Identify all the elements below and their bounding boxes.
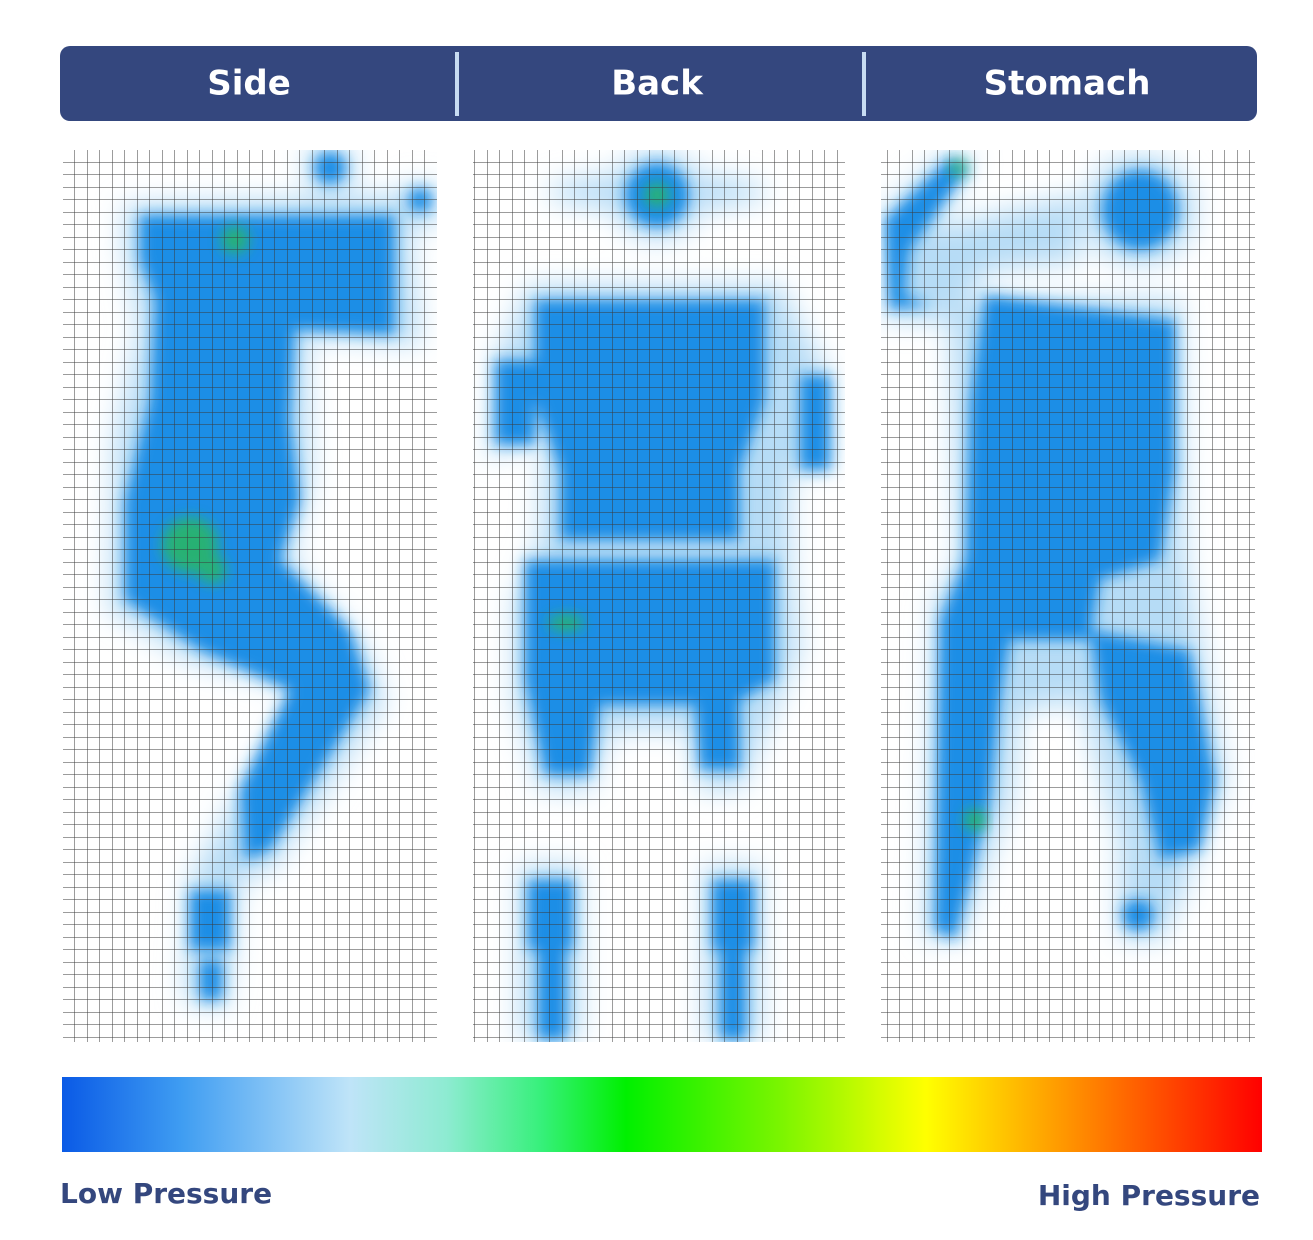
back-map: [473, 150, 845, 1042]
legend-high: High Pressure: [1038, 1179, 1260, 1212]
tab[interactable]: Stomach: [984, 64, 1151, 104]
tab-bar: [60, 46, 1257, 121]
legend-low: Low Pressure: [60, 1177, 272, 1210]
stomach-map: [881, 150, 1255, 1042]
tab-divider: [455, 52, 459, 116]
pressure-scale: [62, 1077, 1262, 1152]
tab[interactable]: Side: [207, 64, 291, 104]
tab[interactable]: Back: [611, 64, 704, 104]
tab-divider: [862, 52, 866, 116]
side-map: [63, 150, 437, 1042]
